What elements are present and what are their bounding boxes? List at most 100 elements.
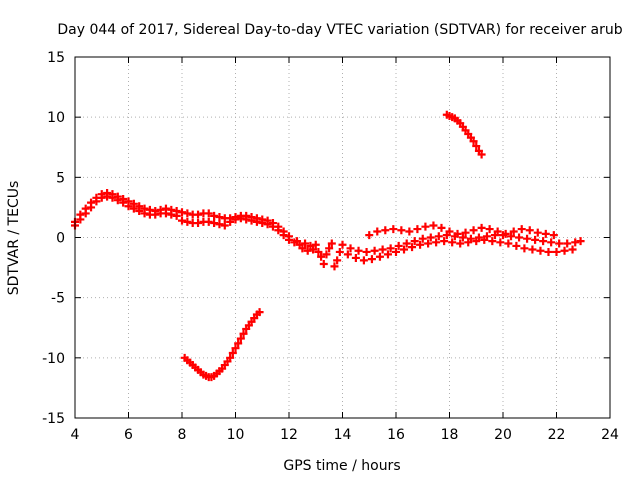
data-point bbox=[303, 246, 312, 255]
data-point bbox=[405, 227, 414, 236]
data-point bbox=[236, 214, 245, 223]
data-point bbox=[429, 221, 438, 230]
data-point bbox=[333, 256, 342, 265]
data-point bbox=[76, 215, 85, 224]
y-tick-label: 10 bbox=[47, 110, 65, 126]
data-point bbox=[539, 237, 548, 246]
data-point bbox=[560, 246, 569, 255]
data-point bbox=[362, 247, 371, 256]
data-point bbox=[135, 207, 144, 216]
data-point bbox=[507, 232, 516, 241]
data-point bbox=[167, 210, 176, 219]
x-axis: 4 6 8 10 12 14 16 18 20 22 24 bbox=[71, 57, 619, 443]
data-point bbox=[386, 244, 395, 253]
data-point bbox=[314, 247, 323, 256]
y-tick-label: 5 bbox=[56, 170, 65, 186]
data-point bbox=[220, 221, 229, 230]
data-point bbox=[531, 235, 540, 244]
data-point bbox=[234, 339, 243, 348]
data-point bbox=[400, 245, 409, 254]
data-point bbox=[389, 225, 398, 234]
data-point bbox=[477, 150, 486, 159]
data-point bbox=[445, 227, 454, 236]
data-point bbox=[258, 219, 267, 228]
data-point bbox=[365, 231, 374, 240]
chart-title: Day 044 of 2017, Sidereal Day-to-day VTE… bbox=[57, 22, 622, 38]
series-arc-upper bbox=[442, 110, 486, 159]
data-point bbox=[236, 334, 245, 343]
data-point bbox=[242, 215, 251, 224]
data-point bbox=[97, 193, 106, 202]
data-point bbox=[408, 243, 417, 252]
data-point bbox=[274, 226, 283, 235]
data-point bbox=[247, 216, 256, 225]
series-right-band-b bbox=[343, 235, 577, 265]
x-tick-label: 24 bbox=[601, 427, 619, 443]
data-point bbox=[226, 217, 235, 226]
data-point bbox=[354, 246, 363, 255]
x-tick-label: 6 bbox=[124, 427, 133, 443]
series-main-band-b bbox=[71, 192, 299, 247]
data-point bbox=[383, 250, 392, 259]
data-point bbox=[92, 197, 101, 206]
data-point bbox=[456, 239, 465, 248]
data-point bbox=[81, 209, 90, 218]
data-point bbox=[515, 233, 524, 242]
data-point bbox=[520, 244, 529, 253]
data-point bbox=[330, 262, 339, 271]
y-tick-label: -10 bbox=[42, 351, 65, 367]
data-point bbox=[119, 198, 128, 207]
data-point bbox=[335, 247, 344, 256]
data-point bbox=[488, 237, 497, 246]
data-point bbox=[108, 193, 117, 202]
data-point bbox=[464, 238, 473, 247]
data-point bbox=[485, 225, 494, 234]
series-right-band-c bbox=[365, 221, 558, 240]
data-point bbox=[311, 240, 320, 249]
data-point bbox=[571, 238, 580, 247]
data-point bbox=[124, 202, 133, 211]
data-point bbox=[317, 252, 326, 261]
data-point bbox=[375, 252, 384, 261]
data-point bbox=[547, 238, 556, 247]
y-tick-label: -5 bbox=[51, 291, 65, 307]
data-point bbox=[421, 222, 430, 231]
data-point bbox=[461, 228, 470, 237]
data-point bbox=[325, 244, 334, 253]
data-point bbox=[576, 237, 585, 246]
data-point bbox=[178, 208, 186, 217]
data-point bbox=[183, 209, 192, 218]
x-tick-label: 12 bbox=[280, 427, 298, 443]
data-point bbox=[215, 220, 224, 229]
data-point bbox=[549, 231, 558, 240]
data-point bbox=[204, 217, 213, 226]
data-point bbox=[472, 237, 481, 246]
data-point bbox=[263, 220, 272, 229]
data-point bbox=[268, 222, 277, 231]
data-point bbox=[437, 223, 446, 232]
data-point bbox=[178, 216, 186, 225]
data-point bbox=[402, 239, 411, 248]
x-tick-label: 10 bbox=[227, 427, 245, 443]
data-point bbox=[544, 247, 553, 256]
y-tick-label: -15 bbox=[42, 411, 65, 427]
data-point bbox=[432, 238, 441, 247]
data-point bbox=[285, 235, 293, 244]
data-point bbox=[298, 244, 307, 253]
data-point bbox=[440, 237, 449, 246]
x-tick-label: 4 bbox=[71, 427, 80, 443]
series-arc-lower bbox=[180, 308, 264, 382]
data-point bbox=[469, 137, 478, 146]
data-point bbox=[140, 209, 149, 218]
data-point bbox=[453, 229, 462, 238]
data-point bbox=[338, 240, 347, 249]
data-point bbox=[215, 213, 224, 222]
data-point bbox=[496, 238, 505, 247]
data-point bbox=[517, 225, 526, 234]
data-point bbox=[87, 203, 96, 212]
data-point bbox=[103, 192, 112, 201]
data-point bbox=[359, 256, 368, 265]
data-point bbox=[255, 308, 264, 317]
data-point bbox=[343, 250, 352, 259]
data-point bbox=[493, 227, 502, 236]
